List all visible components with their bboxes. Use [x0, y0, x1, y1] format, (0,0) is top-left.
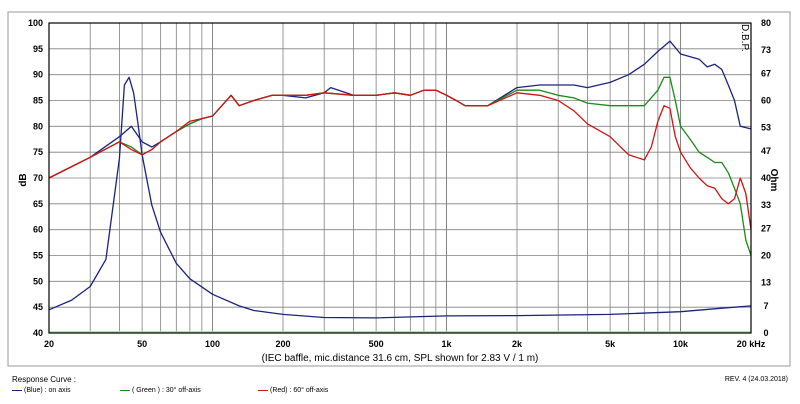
legend-swatch-blue — [12, 389, 22, 391]
y-tick-label: 70 — [33, 173, 43, 183]
series-line-impedance — [48, 76, 752, 319]
series-line-red — [48, 89, 752, 230]
y2-tick-label: 27 — [761, 223, 771, 233]
legend-label-blue: (Blue) : on axis — [24, 387, 71, 394]
y-tick-label: 65 — [33, 199, 43, 209]
x-tick-label: 500 — [369, 339, 384, 349]
y-axis-label: dB — [18, 173, 29, 186]
x-tick-label: 1k — [442, 339, 453, 349]
legend-item-green: ( Green ) : 30° off-axis — [120, 387, 201, 394]
y2-tick-label: 47 — [761, 146, 771, 156]
y-tick-label: 45 — [33, 302, 43, 312]
legend-label-red: (Red) : 60° off-axis — [270, 387, 329, 394]
y-tick-label: 85 — [33, 96, 43, 106]
y2-tick-label: 80 — [761, 18, 771, 28]
y-tick-label: 95 — [33, 44, 43, 54]
y-tick-label: 40 — [33, 328, 43, 338]
y-tick-label: 90 — [33, 70, 43, 80]
x-tick-label: 5k — [605, 339, 616, 349]
x-tick-label: 20 kHz — [737, 339, 766, 349]
x-tick-label: 50 — [137, 339, 147, 349]
y2-tick-label: 13 — [761, 278, 771, 288]
y-tick-label: 100 — [28, 18, 43, 28]
legend-item-red: (Red) : 60° off-axis — [258, 387, 328, 394]
y2-tick-label: 7 — [763, 301, 768, 311]
y2-tick-label: 0 — [763, 328, 768, 338]
y2-tick-label: 33 — [761, 200, 771, 210]
legend-swatch-green — [120, 389, 130, 391]
watermark: D.B.P. — [739, 24, 750, 52]
revision-label: REV. 4 (24.03.2018) — [724, 376, 788, 383]
chart-caption: (IEC baffle, mic.distance 31.6 cm, SPL s… — [262, 353, 539, 364]
x-tick-label: 200 — [275, 339, 290, 349]
legend-swatch-red — [258, 389, 268, 391]
y2-axis-label: Ohm — [768, 169, 779, 192]
legend-label-green: ( Green ) : 30° off-axis — [132, 387, 201, 394]
plot-frame — [48, 22, 752, 334]
y2-tick-label: 53 — [761, 123, 771, 133]
x-tick-label: 20 — [44, 339, 54, 349]
y2-tick-label: 60 — [761, 96, 771, 106]
tick-labels: 20 50 100 200 500 1k 2k 5k 10k 20 kHz404550556065… — [28, 18, 771, 349]
y-tick-label: 60 — [33, 225, 43, 235]
x-tick-label: 10k — [673, 339, 689, 349]
y2-tick-label: 40 — [761, 173, 771, 183]
legend-item-blue: (Blue) : on axis — [12, 387, 71, 394]
y-tick-label: 75 — [33, 147, 43, 157]
series-group — [48, 40, 752, 319]
legend-title: Response Curve : — [12, 375, 77, 384]
y-tick-label: 80 — [33, 121, 43, 131]
x-tick-label: 2k — [512, 339, 523, 349]
y2-tick-label: 73 — [761, 45, 771, 55]
y2-tick-label: 20 — [761, 251, 771, 261]
y2-tick-label: 67 — [761, 68, 771, 78]
x-tick-label: 100 — [205, 339, 220, 349]
y-tick-label: 50 — [33, 276, 43, 286]
y-tick-label: 55 — [33, 251, 43, 261]
